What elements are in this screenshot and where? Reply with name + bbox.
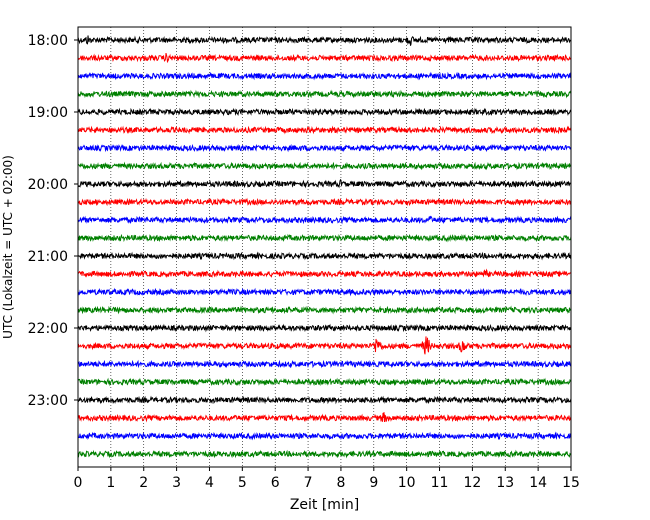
- trace-2300: [77, 395, 572, 405]
- trace-1930: [77, 143, 572, 153]
- trace-2245: [77, 377, 572, 387]
- x-tick-label-3: 3: [172, 475, 181, 491]
- trace-2115: [77, 268, 572, 279]
- trace-1915: [77, 125, 572, 135]
- trace-2100: [77, 251, 572, 261]
- x-tick-label-11: 11: [431, 475, 449, 491]
- trace-layer: [77, 35, 572, 459]
- x-tick-label-5: 5: [238, 475, 247, 491]
- trace-1845: [77, 89, 572, 99]
- trace-2345: [77, 449, 572, 459]
- trace-2330: [77, 431, 572, 441]
- trace-2130: [77, 287, 572, 297]
- y-tick-label-4: 22:00: [28, 321, 68, 337]
- y-tick-label-2: 20:00: [28, 177, 68, 193]
- trace-1900: [77, 107, 572, 117]
- x-tick-label-0: 0: [74, 475, 83, 491]
- x-axis-label: Zeit [min]: [290, 497, 359, 513]
- trace-2030: [77, 215, 572, 225]
- x-tick-label-1: 1: [106, 475, 115, 491]
- x-tick-label-12: 12: [463, 475, 481, 491]
- x-tick-label-15: 15: [562, 475, 580, 491]
- x-tick-label-7: 7: [304, 475, 313, 491]
- y-tick-label-3: 21:00: [28, 249, 68, 265]
- x-tick-label-2: 2: [139, 475, 148, 491]
- y-axis-label: UTC (Lokalzeit = UTC + 02:00): [1, 155, 15, 339]
- plot-frame: [77, 26, 572, 468]
- x-tick-label-8: 8: [336, 475, 345, 491]
- y-ticks: 18:00 19:00 20:00 21:00 22:00 23:00: [28, 33, 78, 409]
- trace-2000: [77, 178, 572, 189]
- x-tick-label-6: 6: [271, 475, 280, 491]
- trace-1815: [77, 52, 572, 63]
- x-tick-label-14: 14: [529, 475, 547, 491]
- y-tick-label-0: 18:00: [28, 33, 68, 49]
- trace-2215: [77, 336, 572, 355]
- x-tick-label-4: 4: [205, 475, 214, 491]
- trace-2045: [77, 233, 572, 243]
- trace-1830: [77, 71, 572, 81]
- trace-2200: [77, 323, 572, 333]
- y-tick-label-1: 19:00: [28, 105, 68, 121]
- trace-1800: [77, 35, 572, 46]
- x-tick-label-13: 13: [496, 475, 514, 491]
- trace-2230: [77, 359, 572, 369]
- grid-layer: [110, 27, 539, 467]
- trace-2315: [77, 412, 572, 423]
- x-tick-label-10: 10: [398, 475, 416, 491]
- y-tick-label-5: 23:00: [28, 393, 68, 409]
- trace-1945: [77, 161, 572, 171]
- x-ticks: 0 1 2 3 4 5 6 7 8 9 10 11 12 13 14 15: [74, 467, 580, 491]
- trace-2015: [77, 197, 572, 207]
- x-tick-label-9: 9: [369, 475, 378, 491]
- trace-2145: [77, 305, 572, 315]
